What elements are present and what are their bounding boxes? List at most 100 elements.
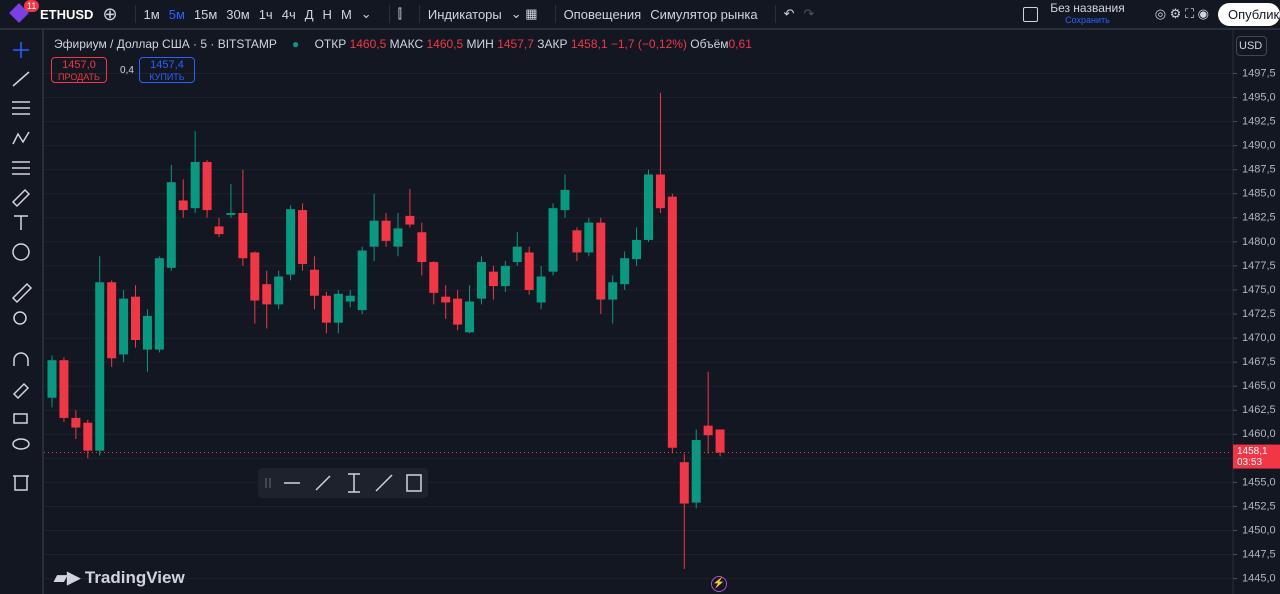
separator [554, 5, 556, 23]
y-tick-label: 1477,5 [1242, 260, 1276, 272]
drag[interactable] [265, 478, 271, 488]
interval[interactable]: Д [304, 6, 314, 22]
candle-body [345, 295, 355, 302]
zoom[interactable] [13, 311, 27, 325]
candle-body [703, 425, 713, 436]
interval[interactable]: 4ч [281, 6, 296, 22]
alerts[interactable]: Оповещения [563, 6, 642, 22]
publish[interactable]: Опублико [1218, 2, 1280, 26]
candle-body [465, 301, 475, 333]
layout[interactable]: Без названия Сохранить [1050, 2, 1125, 26]
candle-body [321, 295, 331, 323]
fib[interactable] [12, 101, 30, 115]
candle-body [393, 228, 403, 247]
brush[interactable] [11, 188, 31, 208]
undo[interactable]: ↶ [783, 6, 795, 21]
candle-body [166, 182, 176, 268]
redo[interactable]: ↷ [803, 6, 815, 21]
buy-price: 1457,4 [150, 59, 184, 71]
interval[interactable]: 15м [193, 6, 218, 22]
candle-body [632, 239, 642, 260]
patterns[interactable] [12, 131, 30, 145]
separator [388, 5, 390, 23]
legend-open-label: ОТКР [314, 37, 347, 51]
ray[interactable] [315, 475, 331, 491]
y-tick-label: 1492,5 [1242, 115, 1276, 127]
y-tick-label: 1480,0 [1242, 236, 1276, 248]
candle-body [405, 215, 415, 225]
interval[interactable]: 30м [226, 6, 250, 22]
delete[interactable] [13, 475, 29, 491]
candle-body [142, 315, 152, 350]
legend-high: 1460,5 [426, 37, 464, 51]
crosshair[interactable] [13, 42, 29, 58]
intervals: 1м 5м 15м 30м 1ч 4ч Д Н М [144, 7, 361, 22]
tool-icons[interactable]: ◎ ⚙ ⛶ ◉ [1154, 6, 1209, 21]
draw-mode[interactable] [12, 382, 30, 400]
interval[interactable]: Н [322, 6, 332, 22]
candle-body [679, 462, 689, 504]
brand-logo: ▰▶ [54, 568, 85, 587]
magnet[interactable] [13, 352, 29, 366]
templates[interactable]: ⌄ ▦ [510, 6, 538, 21]
interval[interactable]: 5м [168, 6, 185, 22]
events[interactable]: ⚡ [711, 576, 727, 592]
y-tick-label: 1447,5 [1242, 548, 1276, 560]
text-tool[interactable] [14, 215, 28, 230]
candle-body [488, 271, 498, 287]
last-price-box [1233, 444, 1280, 469]
y-tick-label: 1475,0 [1242, 284, 1276, 296]
candle-body [548, 208, 558, 272]
spread: 0,4 [120, 65, 134, 76]
countdown: 03:53 [1237, 457, 1262, 468]
logo[interactable]: 11 [0, 0, 40, 28]
currency[interactable]: USD [1236, 36, 1268, 56]
add-symbol[interactable]: ⊕ [102, 3, 118, 24]
sell-button[interactable]: 1457,0 ПРОДАТЬ [51, 57, 107, 83]
y-tick-label: 1460,0 [1242, 428, 1276, 440]
interval[interactable]: 1м [143, 6, 160, 22]
interval[interactable]: 1ч [258, 6, 273, 22]
candle-body [429, 262, 439, 293]
visibility[interactable] [12, 438, 30, 450]
more[interactable]: ⌄ [360, 6, 372, 21]
line[interactable] [375, 474, 393, 492]
y-tick-label: 1490,0 [1242, 140, 1276, 152]
symbol[interactable]: ETHUSD [40, 6, 94, 22]
interval[interactable]: М [340, 6, 352, 22]
forecast[interactable] [12, 161, 30, 175]
legend-close-label: ЗАКР [537, 37, 568, 51]
legend-volume-label: Объём [690, 37, 729, 51]
chart-style[interactable]: ⫿ [397, 6, 402, 21]
layout-name: Без названия [1050, 1, 1125, 15]
lock[interactable] [13, 413, 28, 424]
chart: 1445,01447,51450,01452,51455,01457,51460… [44, 30, 1280, 594]
indicators[interactable]: Индикаторы [427, 6, 502, 22]
ruler[interactable] [11, 282, 33, 304]
candle-body [131, 296, 141, 340]
vertical-line[interactable] [348, 473, 360, 493]
candle-body [667, 196, 677, 448]
buy-button[interactable]: 1457,4 КУПИТЬ [139, 57, 195, 83]
sell-label: ПРОДАТЬ [58, 72, 100, 82]
y-tick-label: 1482,5 [1242, 212, 1276, 224]
y-tick-label: 1455,0 [1242, 476, 1276, 488]
trend-line[interactable] [12, 71, 30, 87]
candle-body [95, 282, 105, 451]
candle-body [190, 161, 200, 209]
replay[interactable]: Симулятор рынка [650, 6, 758, 22]
y-tick-label: 1485,0 [1242, 188, 1276, 200]
brand: ▰▶ TradingView [54, 568, 185, 588]
legend-title[interactable]: Эфириум / Доллар США · 5 · BITSTAMP [54, 37, 277, 51]
rectangle[interactable] [406, 474, 422, 492]
candle-body [83, 422, 93, 451]
candle-body [107, 282, 117, 359]
emoji[interactable] [12, 243, 30, 261]
y-tick-label: 1470,0 [1242, 332, 1276, 344]
sell-price: 1457,0 [62, 59, 96, 71]
badge: 11 [24, 0, 40, 12]
candle-body [584, 222, 594, 253]
candle-body [250, 252, 260, 301]
layout-icon[interactable] [1023, 6, 1039, 22]
y-tick-label: 1462,5 [1242, 404, 1276, 416]
